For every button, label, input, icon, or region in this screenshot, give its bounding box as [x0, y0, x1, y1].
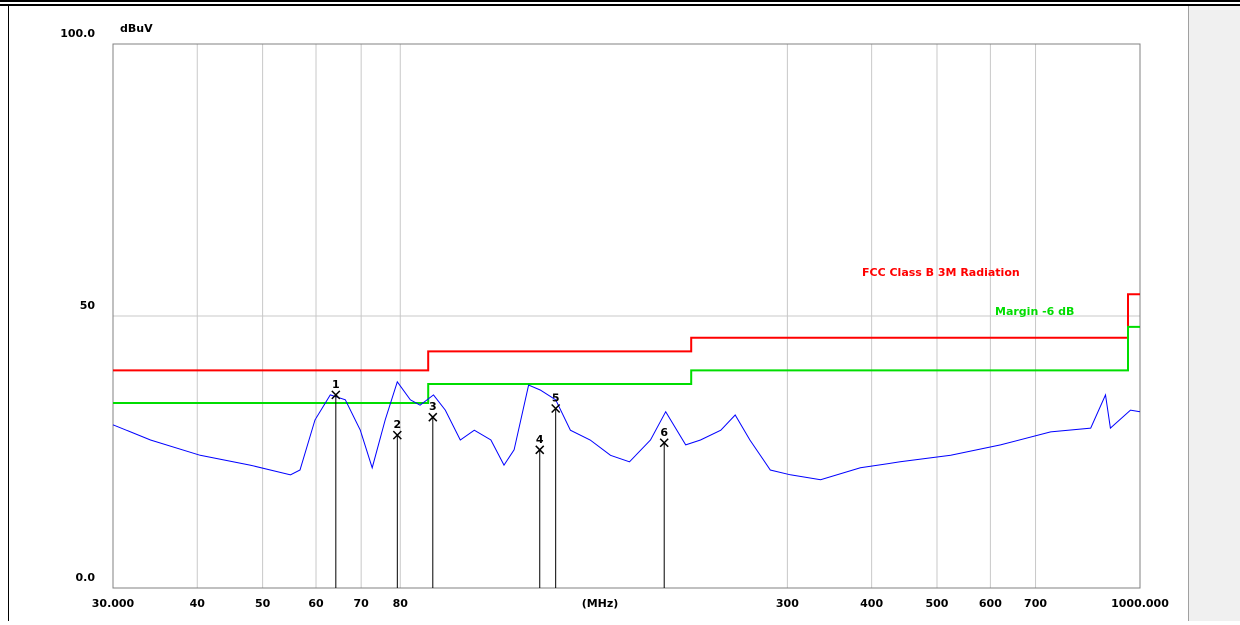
x-tick-label: 30.000	[92, 597, 135, 610]
x-tick-label: 300	[776, 597, 799, 610]
plot-frame	[112, 43, 1141, 589]
x-tick-label: 700	[1024, 597, 1047, 610]
x-label: (MHz)	[582, 597, 619, 610]
series-line	[113, 293, 1140, 372]
left-border	[8, 6, 9, 621]
y-tick-label: 0.0	[76, 571, 96, 584]
x-tick-label: 50	[255, 597, 271, 610]
y-unit: dBuV	[120, 22, 153, 35]
x-tick-label: 40	[190, 597, 206, 610]
y-tick-label: 100.0	[60, 27, 95, 40]
marker-label: 5	[552, 391, 560, 404]
y-tick-label: 50	[80, 299, 96, 312]
marker-cross	[659, 438, 669, 448]
marker-cross	[392, 430, 402, 440]
x-tick-label: 400	[860, 597, 883, 610]
series-line	[113, 325, 1140, 404]
x-tick-label: 600	[979, 597, 1002, 610]
x-tick-label: 500	[926, 597, 949, 610]
legend-label: FCC Class B 3M Radiation	[862, 266, 1020, 279]
marker-cross	[551, 403, 561, 414]
x-tick-label: 1000.000	[1111, 597, 1169, 610]
x-tick-label: 60	[308, 597, 324, 610]
marker-cross	[428, 412, 438, 422]
marker-label: 2	[393, 418, 401, 431]
series-line	[112, 380, 1141, 481]
side-panel-edge	[1188, 6, 1189, 621]
marker-label: 3	[429, 400, 437, 413]
marker-cross	[331, 390, 341, 400]
top-border	[0, 0, 1240, 2]
x-tick-label: 70	[354, 597, 370, 610]
top-border	[0, 4, 1240, 6]
side-panel	[1188, 6, 1240, 621]
legend-label: Margin -6 dB	[995, 305, 1074, 318]
marker-label: 1	[332, 378, 340, 391]
x-tick-label: 80	[393, 597, 409, 610]
marker-label: 6	[660, 426, 668, 439]
marker-label: 4	[536, 433, 544, 446]
marker-cross	[535, 445, 545, 455]
